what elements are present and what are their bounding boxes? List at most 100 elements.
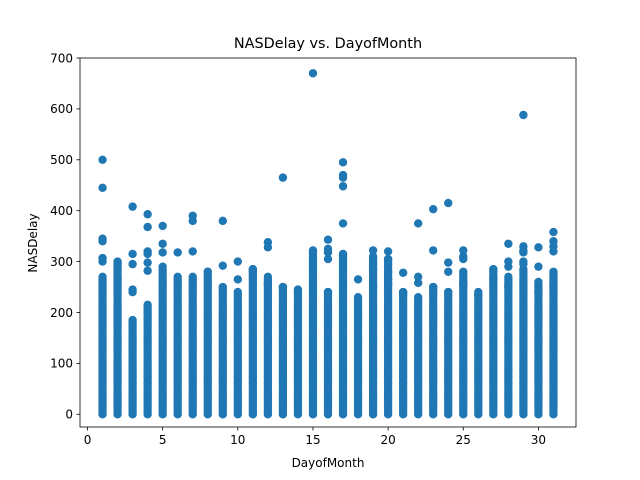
outlier-point (98, 183, 107, 192)
y-tick-label: 400 (50, 204, 73, 218)
outlier-point (383, 254, 393, 264)
outlier-point (323, 287, 333, 297)
y-tick-label: 100 (50, 357, 73, 371)
outlier-point (98, 237, 107, 246)
outlier-point (413, 278, 423, 288)
outlier-point (549, 283, 558, 293)
outlier-point (549, 247, 558, 256)
outlier-point (338, 173, 348, 182)
outlier-point (534, 262, 543, 271)
x-tick-label: 30 (531, 433, 546, 447)
outlier-point (534, 287, 543, 297)
outlier-point (128, 259, 137, 269)
outlier-point (489, 265, 498, 274)
outlier-point (218, 261, 227, 270)
y-axis-label: NASDelay (26, 213, 40, 272)
outlier-point (323, 254, 333, 264)
outlier-point (549, 271, 558, 281)
data-point (368, 252, 378, 261)
outlier-point (173, 248, 182, 257)
outlier-point (429, 246, 438, 255)
outlier-point (128, 249, 137, 259)
outlier-point (504, 282, 513, 292)
outlier-point (368, 282, 378, 292)
outlier-point (534, 243, 543, 252)
outlier-point (413, 272, 423, 282)
data-point (218, 282, 227, 292)
outlier-point (383, 267, 393, 276)
outlier-point (278, 282, 288, 292)
data-point (173, 272, 182, 282)
x-tick-label: 15 (305, 433, 320, 447)
x-tick-label: 10 (230, 433, 245, 447)
x-tick-label: 0 (84, 433, 92, 447)
outlier-point (293, 287, 303, 297)
y-tick-label: 300 (50, 255, 73, 269)
outlier-point (233, 275, 243, 284)
outlier-point (338, 251, 348, 260)
data-point (98, 272, 107, 282)
outlier-point (504, 239, 513, 248)
outlier-point (383, 280, 393, 289)
chart-title: NASDelay vs. DayofMonth (234, 36, 422, 52)
y-tick-label: 700 (50, 51, 73, 65)
outlier-point (398, 290, 408, 299)
data-point (263, 272, 273, 282)
data-point (188, 272, 197, 282)
y-tick-label: 200 (50, 306, 73, 320)
outlier-point (158, 248, 167, 257)
outlier-point (248, 272, 258, 282)
outlier-point (474, 290, 483, 299)
outlier-point (444, 287, 453, 297)
outlier-point (143, 249, 152, 259)
outlier-point (549, 227, 558, 237)
outlier-point (383, 247, 393, 256)
outlier-point (323, 235, 333, 244)
x-tick-label: 25 (456, 433, 471, 447)
outlier-point (203, 267, 212, 276)
outlier-point (143, 222, 152, 232)
data-points (98, 69, 558, 419)
outlier-point (143, 258, 152, 267)
outlier-point (429, 204, 438, 214)
outlier-point (188, 216, 197, 226)
outlier-point (218, 216, 227, 226)
outlier-point (158, 239, 167, 248)
outlier-point (128, 202, 137, 211)
outlier-point (459, 280, 468, 289)
outlier-point (278, 173, 288, 182)
outlier-point (188, 247, 197, 256)
plot-frame (79, 57, 577, 428)
outlier-point (98, 257, 107, 266)
x-tick-label: 5 (159, 433, 167, 447)
outlier-point (128, 287, 137, 297)
data-point (504, 272, 513, 282)
outlier-point (323, 248, 333, 257)
data-point (534, 277, 543, 287)
outlier-point (143, 210, 152, 219)
outlier-point (113, 275, 122, 284)
outlier-point (308, 246, 318, 255)
outlier-point (263, 280, 273, 289)
outlier-point (519, 259, 528, 269)
data-point (143, 300, 152, 310)
data-point (233, 287, 243, 297)
outlier-point (549, 300, 558, 310)
outlier-point (519, 248, 528, 257)
outlier-point (444, 258, 453, 267)
data-point (413, 293, 423, 302)
outlier-point (143, 266, 152, 275)
outlier-point (429, 282, 438, 292)
outlier-point (444, 198, 453, 208)
outlier-point (489, 275, 498, 284)
outlier-point (459, 246, 468, 255)
outlier-point (158, 262, 167, 271)
outlier-point (504, 262, 513, 271)
outlier-point (308, 69, 318, 78)
data-point (459, 267, 468, 276)
data-point (128, 315, 137, 325)
data-point (353, 293, 363, 302)
outlier-point (263, 243, 273, 252)
x-axis-ticks: 0 5 10 15 20 25 30 (84, 427, 546, 447)
outlier-point (368, 246, 378, 255)
